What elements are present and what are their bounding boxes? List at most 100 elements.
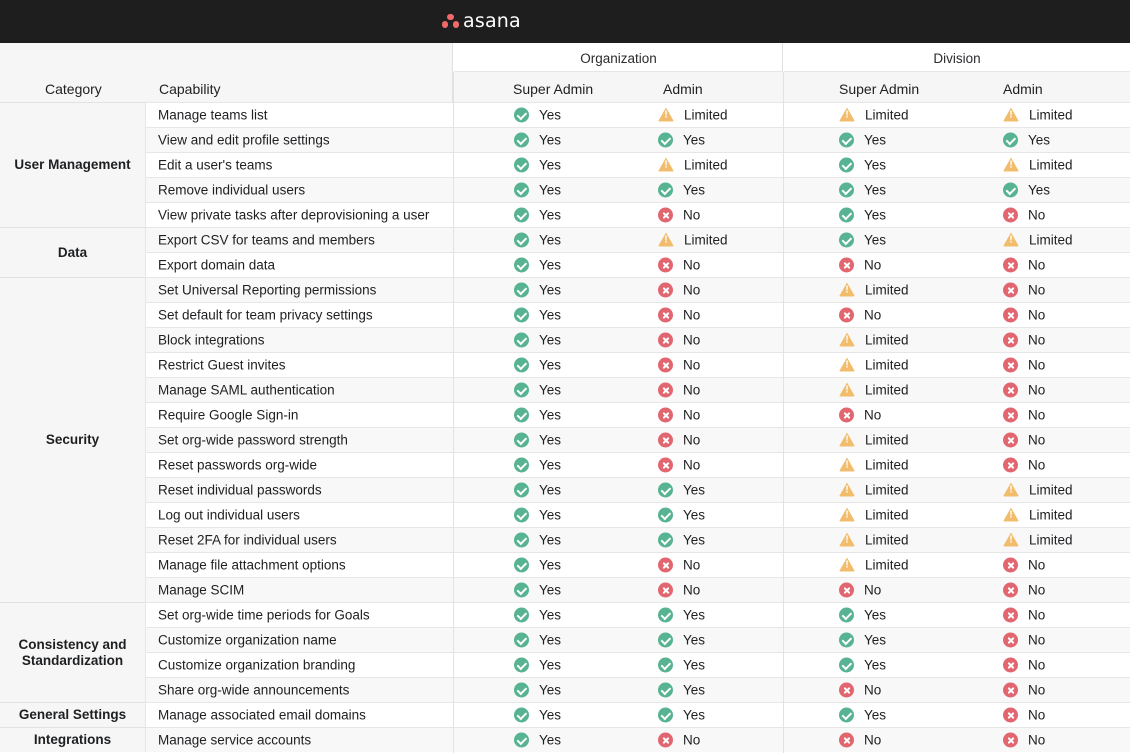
x-circle-icon [658,407,673,423]
permission-value: Yes [864,232,887,248]
permission-cell: Yes [839,607,886,623]
permission-value: Yes [539,482,562,498]
permission-cell: Yes [514,432,561,448]
permission-value: Yes [683,482,706,498]
permission-cell: No [839,257,881,273]
check-circle-icon [514,307,529,323]
permission-value: Limited [684,157,728,173]
category-cell: Security [0,277,146,602]
permission-cell: Yes [514,207,561,223]
permission-value: Yes [683,607,706,623]
permission-cell: No [1003,357,1046,373]
check-circle-icon [514,407,529,423]
permission-cell: Limited [839,107,909,123]
capability-label: Manage SCIM [158,582,245,598]
permission-value: Limited [1029,532,1073,548]
permission-value: Yes [683,707,706,723]
permission-value: No [1028,407,1046,423]
permission-cell: Yes [514,307,561,323]
x-circle-icon [1003,307,1018,323]
permission-cell: Yes [514,632,561,648]
category-cell: Integrations [0,727,146,752]
permission-cell: Yes [839,207,886,223]
permission-value: No [1028,332,1046,348]
permission-cell: No [839,582,881,598]
x-circle-icon [839,682,854,698]
check-circle-icon [839,232,854,248]
table-row: Restrict Guest invites Yes No Limited No [146,352,1130,377]
table-row: Customize organization name Yes Yes Yes No [146,627,1130,652]
check-circle-icon [514,382,529,398]
capability-label: Manage teams list [158,107,268,123]
check-circle-icon [514,107,529,123]
capability-label: Edit a user's teams [158,157,273,173]
table-row: Reset passwords org-wide Yes No Limited No [146,452,1130,477]
permission-cell: No [658,382,701,398]
header-left [0,43,453,102]
permission-cell: No [658,357,701,373]
permission-cell: No [839,307,881,323]
permission-value: Limited [1029,157,1073,173]
capability-label: Remove individual users [158,182,306,198]
check-circle-icon [514,657,529,673]
permission-value: No [1028,357,1046,373]
permission-cell: No [658,557,700,573]
permission-value: No [1028,382,1046,398]
permission-value: Limited [865,457,909,473]
x-circle-icon [658,432,673,448]
x-circle-icon [839,582,854,598]
capability-label: Restrict Guest invites [158,357,286,373]
permission-value: Yes [539,457,562,473]
permission-cell: Yes [514,682,561,698]
permission-value: Limited [684,232,728,248]
permission-cell: No [1003,432,1045,448]
permission-value: Yes [539,582,562,598]
category-cell: Data [0,227,146,277]
permission-cell: No [1003,407,1046,423]
category-cell: Consistency and Standardization [0,602,146,702]
table-row: Set org-wide time periods for Goals Yes Ye… [146,602,1130,627]
permission-value: Limited [865,107,909,123]
permission-cell: Yes [658,482,706,498]
permission-value: No [683,332,701,348]
table-row: Set Universal Reporting permissions Yes No… [146,277,1130,302]
check-circle-icon [658,182,673,198]
permission-cell: Limited [1003,507,1073,523]
check-circle-icon [658,657,673,673]
permission-value: No [683,357,701,373]
permission-cell: Limited [1003,157,1073,173]
permission-cell: Yes [839,657,886,673]
group-label-organization: Organization [580,51,657,66]
check-circle-icon [658,632,673,648]
asana-logo[interactable]: asana [442,9,521,33]
permission-cell: Limited [839,457,909,473]
table-row: View private tasks after deprovisioning … [146,202,1130,227]
x-circle-icon [658,382,673,398]
capability-label: View and edit profile settings [158,132,330,148]
warning-triangle-icon [658,157,674,173]
permission-value: No [864,407,882,423]
permission-value: No [683,382,701,398]
capability-label: Manage service accounts [158,732,312,748]
x-circle-icon [658,207,673,223]
check-circle-icon [658,507,673,523]
capability-label: Customize organization name [158,632,337,648]
capability-label: Reset 2FA for individual users [158,532,337,548]
check-circle-icon [514,207,529,223]
permission-cell: Yes [658,632,705,648]
permission-cell: Limited [1003,107,1073,123]
category-cell: General Settings [0,702,146,727]
x-circle-icon [1003,382,1018,398]
warning-triangle-icon [839,507,855,523]
warning-triangle-icon [839,432,855,448]
permission-cell: No [1003,257,1045,273]
x-circle-icon [1003,607,1018,623]
x-circle-icon [1003,332,1018,348]
permission-value: Yes [683,682,706,698]
permission-cell: Limited [658,232,728,248]
permission-cell: No [839,682,881,698]
permission-cell: Yes [1003,182,1050,198]
permission-cell: Yes [514,457,562,473]
permission-cell: Limited [1003,532,1073,548]
table-row: View and edit profile settings Yes Yes Yes Y… [146,127,1130,152]
